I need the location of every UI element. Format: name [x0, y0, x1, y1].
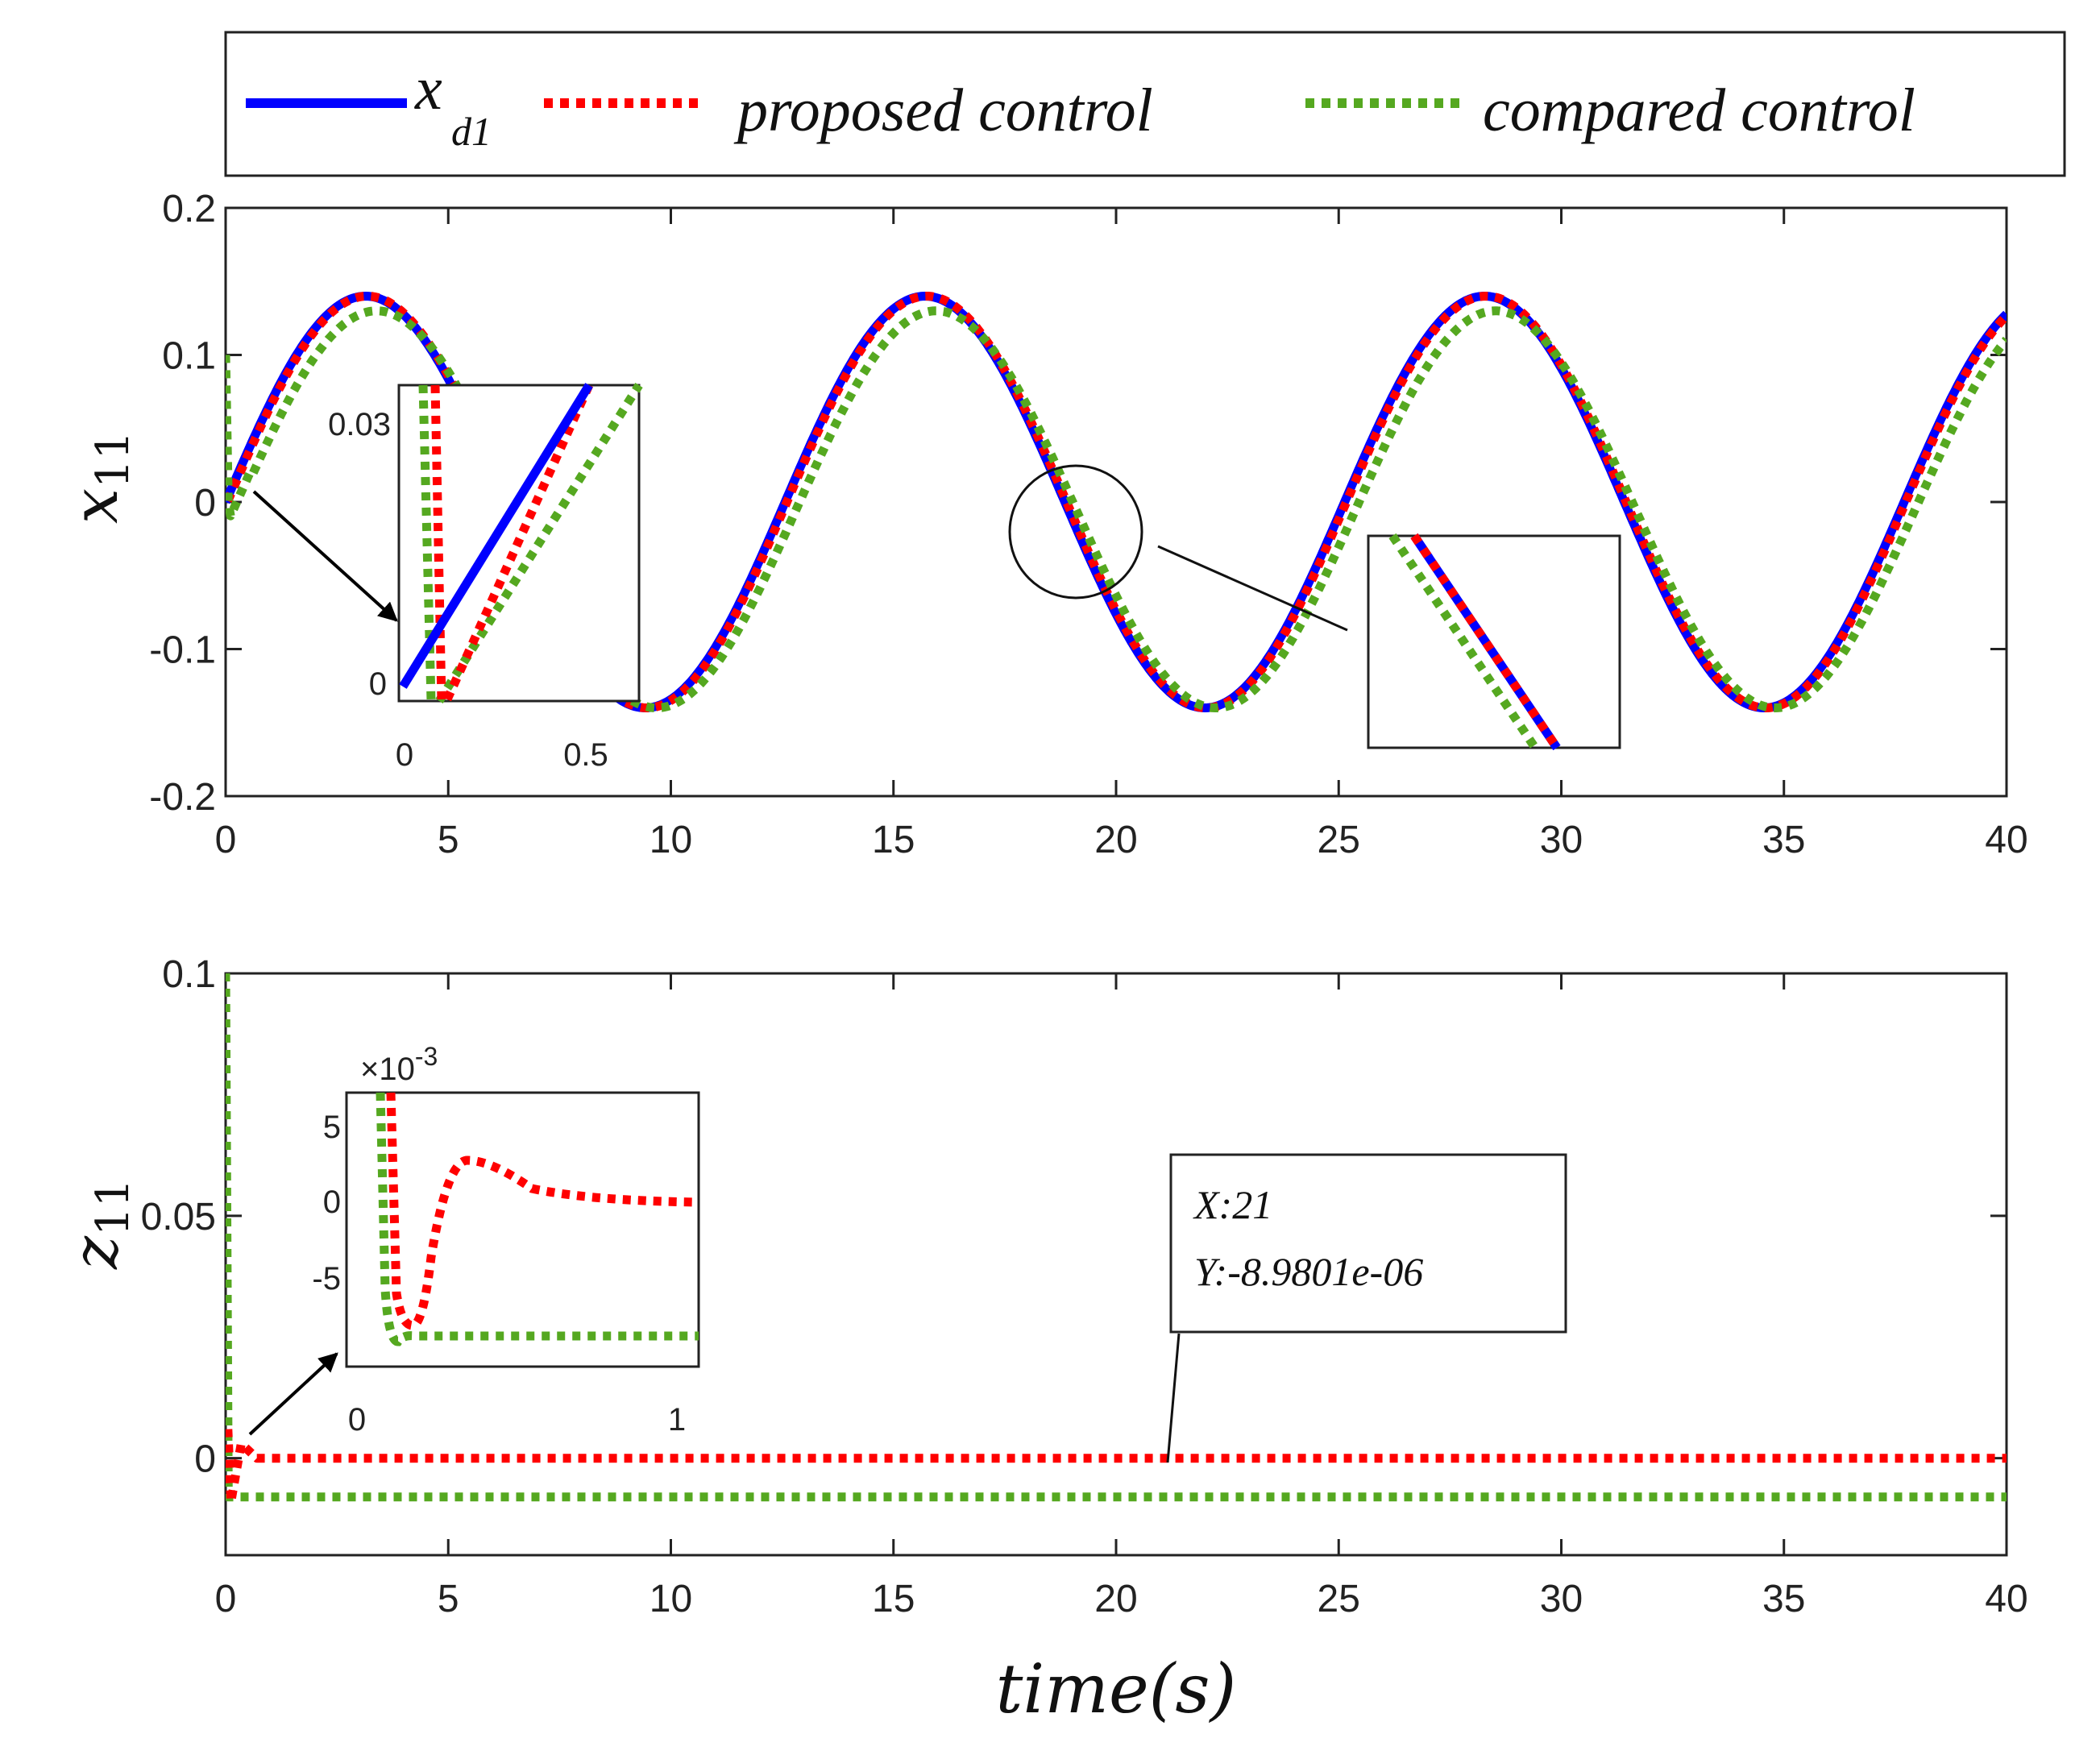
inset1-ytick-003: 0.03 — [328, 407, 391, 442]
top-xtick-label: 5 — [438, 819, 459, 861]
datatip-box — [1169, 1153, 1567, 1334]
top-xtick-label: 40 — [1985, 819, 2027, 861]
top-xtick-label: 10 — [650, 819, 692, 861]
top-xtick-label: 20 — [1094, 819, 1137, 861]
inset1-line-proposed-spike — [430, 384, 446, 702]
bottom-y-axis-label: z11 — [60, 1179, 139, 1270]
top-xtick-label: 0 — [215, 819, 237, 861]
inset2-line-compared — [1388, 533, 1539, 751]
inset3-exponent: ×10-3 — [360, 1042, 438, 1087]
inset1-line-proposed — [442, 383, 594, 702]
bottom-xtick-label: 10 — [650, 1578, 692, 1620]
bottom-xtick-label: 20 — [1094, 1578, 1137, 1620]
bottom-inset-frame — [345, 1091, 700, 1368]
inset2-line-proposed — [1410, 533, 1561, 751]
inset3-xtick-0: 0 — [348, 1402, 366, 1438]
inset1-xtick-05: 0.5 — [563, 737, 608, 773]
bottom-ytick-label: 0.1 — [162, 953, 216, 996]
inset3-ytick-minus5: -5 — [312, 1261, 341, 1297]
datatip-y-label: Y:-8.9801e-06 — [1194, 1249, 1423, 1294]
top-ytick-label: 0 — [194, 482, 216, 525]
legend-label-reference: x — [414, 55, 442, 122]
inset3-line-compared — [376, 1092, 699, 1346]
top-inset-zoom — [1367, 533, 1621, 751]
top-inset-zoom-frame — [1367, 534, 1621, 749]
top-xtick-label: 15 — [872, 819, 915, 861]
top-ytick-label: -0.1 — [149, 629, 216, 672]
inset3-ytick-0: 0 — [323, 1185, 341, 1220]
inset1-ytick-0: 0 — [369, 666, 387, 702]
datatip-leader-line — [1166, 1333, 1181, 1463]
bottom-xtick-label: 0 — [215, 1578, 237, 1620]
legend-box — [224, 31, 2066, 177]
legend-label-proposed: proposed control — [733, 77, 1153, 144]
datatip-x-label: X:21 — [1193, 1182, 1272, 1227]
inset1-line-compared — [435, 383, 643, 703]
bottom-xtick-label: 35 — [1762, 1578, 1805, 1620]
bottom-ytick-label: 0.05 — [141, 1196, 216, 1238]
bottom-xtick-label: 5 — [438, 1578, 459, 1620]
top-tick-labels: 0 5 10 15 20 25 30 35 40 -0.2 -0.1 0 0.1 0.2 — [149, 188, 2027, 861]
legend-label-compared: compared control — [1483, 77, 1915, 144]
inset3-xtick-1: 1 — [668, 1402, 686, 1438]
bottom-x-axis-label: time(s) — [996, 1649, 1237, 1728]
top-y-axis-label: x11 — [60, 431, 139, 524]
bottom-ytick-label: 0 — [194, 1438, 216, 1481]
top-inset-arrow — [252, 490, 398, 622]
datatip[interactable]: X:21 Y:-8.9801e-06 — [1166, 1153, 1567, 1463]
bottom-ticks — [224, 972, 2008, 1555]
top-zoom-circle — [1008, 464, 1143, 600]
top-xtick-label: 35 — [1762, 819, 1805, 861]
top-ytick-label: -0.2 — [149, 776, 216, 819]
top-ytick-label: 0.2 — [162, 188, 216, 230]
bottom-xtick-label: 25 — [1318, 1578, 1360, 1620]
top-ytick-label: 0.1 — [162, 335, 216, 378]
top-zoom-leader-line — [1157, 545, 1348, 632]
top-inset-start: 0.03 0 0 0.5 — [328, 383, 643, 773]
top-xtick-label: 25 — [1318, 819, 1360, 861]
bottom-xtick-label: 40 — [1985, 1578, 2027, 1620]
bottom-xtick-label: 15 — [872, 1578, 915, 1620]
bottom-inset-arrow — [248, 1352, 338, 1436]
bottom-xtick-label: 30 — [1540, 1578, 1583, 1620]
bottom-inset: ×10-3 5 0 -5 0 1 — [312, 1042, 700, 1438]
inset1-line-reference — [399, 383, 593, 689]
legend: x d1 proposed control compared control — [224, 31, 2066, 177]
top-xtick-label: 30 — [1540, 819, 1583, 861]
legend-label-reference-subscript: d1 — [451, 109, 492, 154]
inset3-ytick-5: 5 — [323, 1110, 341, 1145]
inset1-xtick-0: 0 — [396, 737, 413, 773]
top-plot: 0 5 10 15 20 25 30 35 40 -0.2 -0.1 0 0.1 0.2 x11 0.03… — [60, 188, 2028, 861]
bottom-series-proposed — [226, 1429, 2007, 1507]
